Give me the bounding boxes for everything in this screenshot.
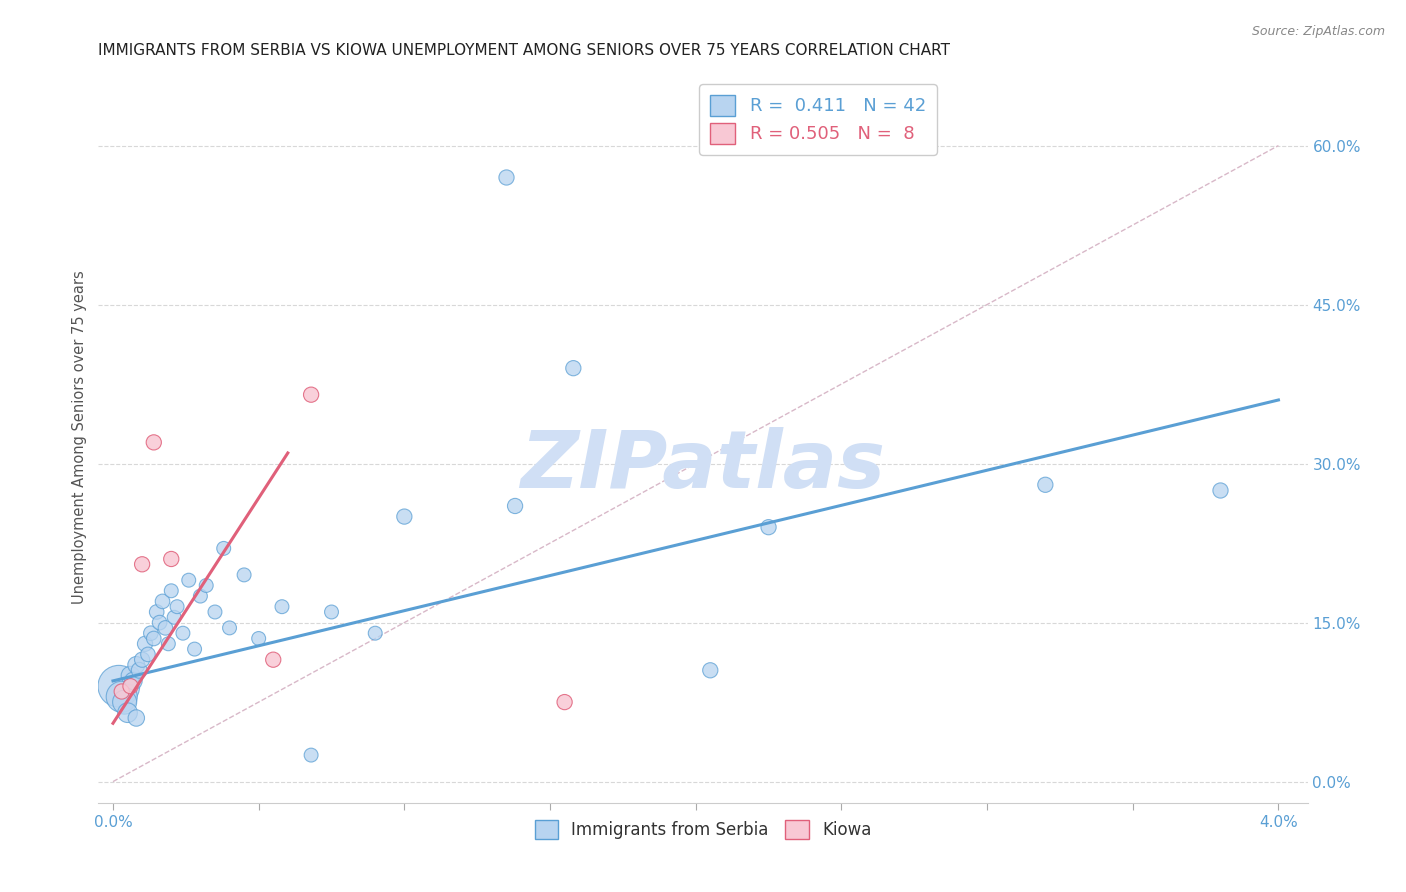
Point: [145, 605, 167, 619]
Point: [554, 695, 576, 709]
Point: [247, 632, 270, 646]
Point: [218, 621, 240, 635]
Point: [128, 663, 150, 677]
Point: [120, 668, 142, 682]
Point: [562, 361, 585, 376]
Point: [125, 711, 148, 725]
Point: [190, 589, 212, 603]
Y-axis label: Unemployment Among Seniors over 75 years: Unemployment Among Seniors over 75 years: [72, 270, 87, 604]
Point: [321, 605, 343, 619]
Point: [364, 626, 387, 640]
Point: [131, 558, 153, 572]
Point: [111, 690, 134, 704]
Point: [204, 605, 226, 619]
Point: [271, 599, 294, 614]
Point: [131, 653, 153, 667]
Legend: Immigrants from Serbia, Kiowa: Immigrants from Serbia, Kiowa: [529, 814, 877, 846]
Point: [394, 509, 416, 524]
Point: [142, 632, 165, 646]
Point: [160, 552, 183, 566]
Point: [155, 621, 177, 635]
Text: ZIPatlas: ZIPatlas: [520, 427, 886, 506]
Point: [195, 578, 218, 592]
Point: [1033, 477, 1056, 491]
Point: [108, 679, 131, 693]
Point: [149, 615, 172, 630]
Point: [299, 748, 322, 763]
Point: [122, 673, 145, 688]
Point: [163, 610, 186, 624]
Point: [157, 637, 180, 651]
Text: Source: ZipAtlas.com: Source: ZipAtlas.com: [1251, 25, 1385, 38]
Point: [495, 170, 517, 185]
Point: [183, 642, 205, 657]
Point: [160, 583, 183, 598]
Point: [233, 567, 256, 582]
Text: IMMIGRANTS FROM SERBIA VS KIOWA UNEMPLOYMENT AMONG SENIORS OVER 75 YEARS CORRELA: IMMIGRANTS FROM SERBIA VS KIOWA UNEMPLOY…: [98, 43, 950, 58]
Point: [152, 594, 174, 608]
Point: [212, 541, 235, 556]
Point: [134, 637, 156, 651]
Point: [177, 573, 200, 587]
Point: [699, 663, 721, 677]
Point: [117, 706, 139, 720]
Point: [1209, 483, 1232, 497]
Point: [299, 387, 322, 401]
Point: [125, 658, 148, 673]
Point: [111, 684, 134, 698]
Point: [142, 435, 165, 450]
Point: [503, 499, 526, 513]
Point: [120, 679, 142, 693]
Point: [136, 648, 159, 662]
Point: [139, 626, 162, 640]
Point: [172, 626, 194, 640]
Point: [114, 695, 136, 709]
Point: [758, 520, 780, 534]
Point: [166, 599, 188, 614]
Point: [262, 653, 284, 667]
